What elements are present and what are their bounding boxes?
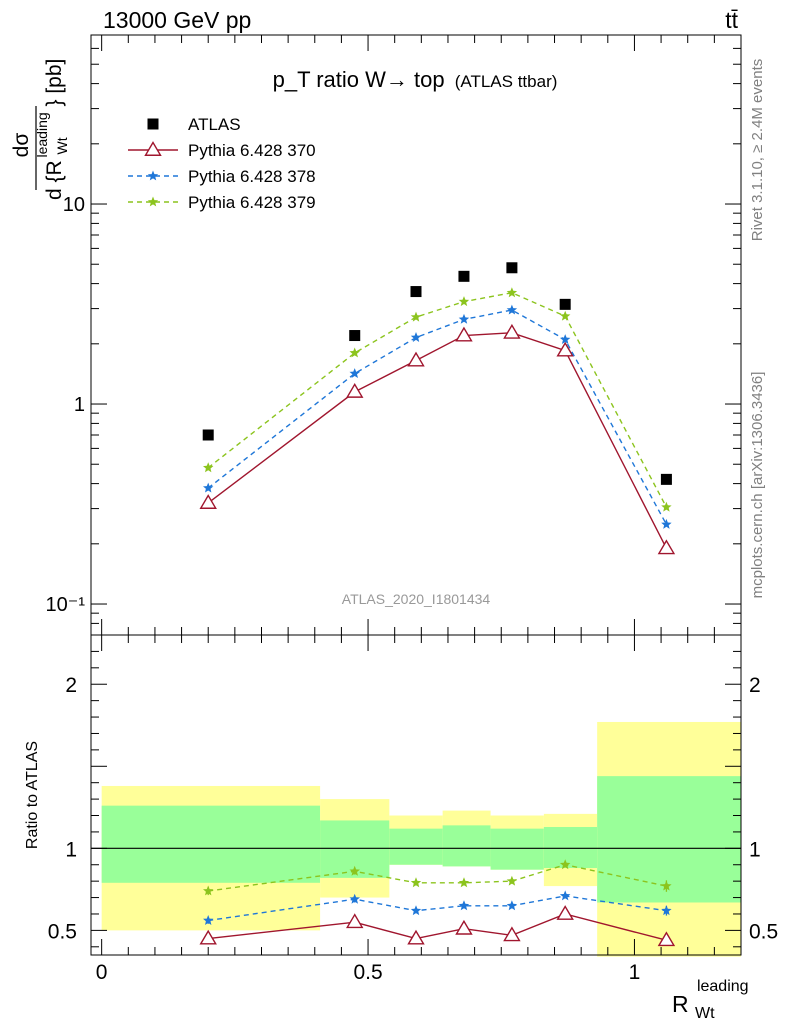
- ratio-plot-figure: ATLAS Pythia 6.428 370 Pythia 6.428 378 Pyt…: [0, 0, 786, 1024]
- plot-title: p_T ratio W→ top (ATLAS ttbar): [273, 67, 558, 92]
- legend-label-pythia-6-428-378: Pythia 6.428 378: [188, 167, 316, 186]
- ratio-y-tick-label: 0.5: [48, 920, 77, 943]
- legend-marker-pythia-6-428-378: [148, 171, 158, 181]
- main-y-tick-label: 10⁻¹: [46, 594, 86, 616]
- main-ylabel-sup: leading: [34, 112, 50, 157]
- main-ylabel-sub: Wt: [54, 137, 70, 154]
- x-axis-label: R Wt leading: [672, 978, 749, 1023]
- main-point-pythia-6-428-379: [661, 502, 671, 512]
- main-point-atlas: [661, 474, 672, 485]
- ratio-green-band-bin-6: [597, 776, 741, 902]
- x-axis-label-sub: Wt: [695, 1005, 715, 1022]
- ratio-green-band-bin-4: [491, 829, 544, 870]
- main-y-tick-label: 1: [74, 394, 85, 416]
- ratio-point-pythia-6-428-379: [459, 877, 470, 887]
- main-ylabel-d: d {R: [43, 160, 66, 200]
- main-y-axis-label: dσ d {R Wt leading } [pb]: [10, 59, 72, 200]
- main-point-pythia-6-428-378: [507, 305, 517, 315]
- main-point-pythia-6-428-370: [201, 495, 216, 508]
- main-point-atlas: [203, 430, 214, 441]
- main-ylabel-numerator: dσ: [10, 133, 33, 158]
- ratio-point-pythia-6-428-378: [507, 900, 517, 910]
- main-line-pythia-6-428-378: [208, 310, 666, 524]
- rivet-version-label: Rivet 3.1.10, ≥ 2.4M events: [749, 59, 766, 242]
- main-point-pythia-6-428-378: [661, 519, 671, 529]
- mcplots-source-label: mcplots.cern.ch [arXiv:1306.3436]: [749, 372, 766, 599]
- ratio-y-axis-label: Ratio to ATLAS: [24, 741, 41, 849]
- ratio-y-tick-label-right: 0.5: [749, 920, 778, 943]
- main-line-pythia-6-428-370: [208, 333, 666, 548]
- legend-marker-pythia-6-428-370: [146, 143, 161, 156]
- legend-label-pythia-6-428-370: Pythia 6.428 370: [188, 141, 316, 160]
- x-axis-label-sup: leading: [697, 978, 749, 995]
- main-point-pythia-6-428-370: [347, 384, 362, 397]
- ratio-green-band-bin-0: [102, 806, 320, 883]
- main-point-pythia-6-428-379: [411, 312, 421, 322]
- main-point-pythia-6-428-370: [659, 541, 674, 554]
- legend-label-atlas: ATLAS: [188, 115, 241, 134]
- main-point-pythia-6-428-379: [459, 296, 470, 306]
- main-point-atlas: [560, 299, 571, 310]
- main-point-pythia-6-428-370: [456, 328, 471, 341]
- main-point-atlas: [411, 286, 422, 297]
- ratio-green-band-bin-5: [544, 827, 597, 868]
- main-point-pythia-6-428-378: [203, 483, 213, 493]
- ratio-point-pythia-6-428-370: [347, 915, 362, 928]
- main-ylabel-unit: } [pb]: [43, 59, 66, 107]
- legend-marker-pythia-6-428-379: [148, 197, 158, 207]
- main-point-pythia-6-428-379: [507, 287, 517, 297]
- energy-label: 13000 GeV pp: [103, 7, 251, 33]
- ratio-point-pythia-6-428-379: [507, 876, 517, 886]
- ratio-point-pythia-6-428-379: [411, 877, 421, 887]
- main-point-pythia-6-428-370: [409, 353, 424, 366]
- x-tick-label: 0: [96, 961, 108, 984]
- main-y-tick-label: 10: [63, 194, 85, 216]
- main-point-pythia-6-428-379: [203, 462, 213, 472]
- x-tick-label: 1: [629, 961, 641, 984]
- main-point-atlas: [349, 330, 360, 341]
- plot-title-sub: (ATLAS ttbar): [455, 72, 558, 91]
- ratio-y-tick-label: 2: [65, 674, 77, 697]
- legend-marker-atlas: [148, 119, 159, 130]
- x-tick-label: 0.5: [353, 961, 382, 984]
- main-point-pythia-6-428-378: [411, 332, 421, 342]
- ratio-y-tick-label-right: 1: [749, 838, 761, 861]
- ratio-green-band-bin-2: [389, 829, 442, 865]
- ratio-y-tick-label: 1: [65, 838, 77, 861]
- process-label: tt̄: [725, 7, 738, 33]
- ratio-green-band-bin-3: [443, 825, 491, 866]
- x-axis-label-main: R: [672, 991, 689, 1017]
- main-point-pythia-6-428-370: [504, 325, 519, 338]
- ratio-point-pythia-6-428-378: [459, 900, 470, 910]
- main-point-pythia-6-428-378: [459, 314, 470, 324]
- main-point-atlas: [506, 262, 517, 273]
- ratio-y-tick-label-right: 2: [749, 674, 761, 697]
- analysis-id-label: ATLAS_2020_I1801434: [342, 591, 491, 607]
- main-point-atlas: [458, 271, 469, 282]
- ratio-point-pythia-6-428-378: [560, 890, 571, 900]
- ratio-point-pythia-6-428-378: [411, 905, 421, 915]
- ratio-point-pythia-6-428-370: [456, 921, 471, 934]
- ratio-point-pythia-6-428-370: [558, 906, 573, 919]
- legend-label-pythia-6-428-379: Pythia 6.428 379: [188, 193, 316, 212]
- main-point-pythia-6-428-379: [560, 311, 571, 321]
- plot-title-main: p_T ratio W→ top: [273, 67, 445, 92]
